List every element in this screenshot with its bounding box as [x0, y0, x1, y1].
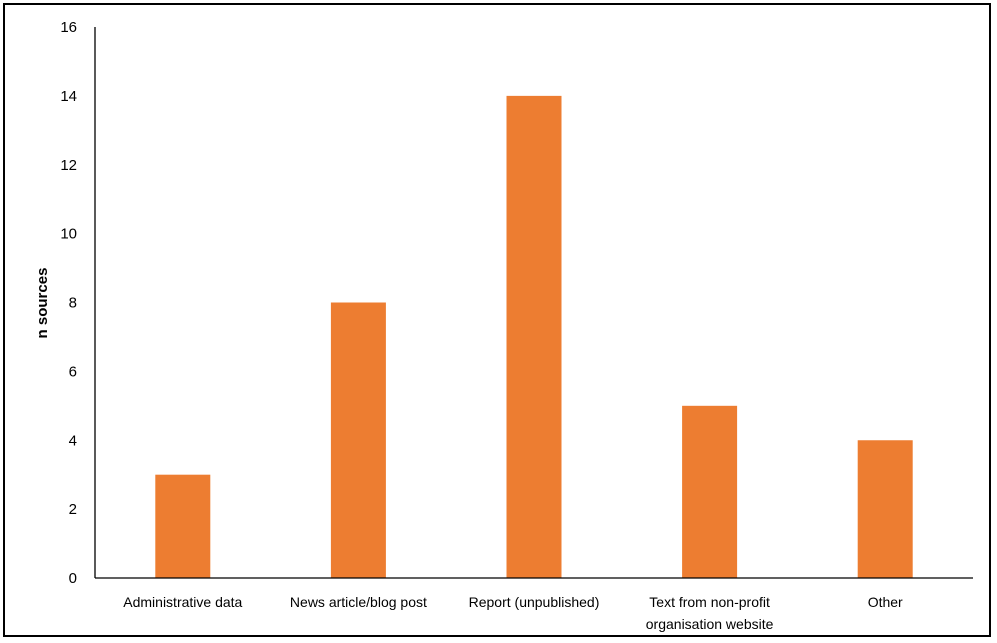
- y-tick-label: 2: [69, 501, 77, 518]
- y-tick-label: 10: [60, 226, 77, 243]
- y-tick-label: 14: [60, 88, 77, 105]
- bar: [682, 405, 738, 578]
- y-tick-label: 4: [69, 432, 77, 449]
- y-tick-label: 8: [69, 295, 77, 312]
- bar: [330, 302, 386, 578]
- x-category-label: Text from non-profit organisation website: [646, 594, 774, 632]
- y-tick-label: 12: [60, 157, 77, 174]
- bars: [155, 95, 913, 578]
- x-category-label: Other: [868, 594, 903, 610]
- x-category-label: Report (unpublished): [469, 594, 600, 610]
- y-tick-label: 0: [69, 570, 77, 587]
- bar: [506, 95, 562, 578]
- y-axis-ticks: 0 2 4 6 8 10 12 14 16: [60, 19, 77, 587]
- bar: [155, 474, 211, 578]
- bar: [857, 440, 913, 578]
- x-axis-labels: Administrative data News article/blog pos…: [123, 594, 903, 632]
- x-category-label: Administrative data: [123, 594, 242, 610]
- y-tick-label: 6: [69, 363, 77, 380]
- y-axis-title: n sources: [34, 268, 51, 339]
- x-category-label: News article/blog post: [290, 594, 427, 610]
- y-tick-label: 16: [60, 19, 77, 36]
